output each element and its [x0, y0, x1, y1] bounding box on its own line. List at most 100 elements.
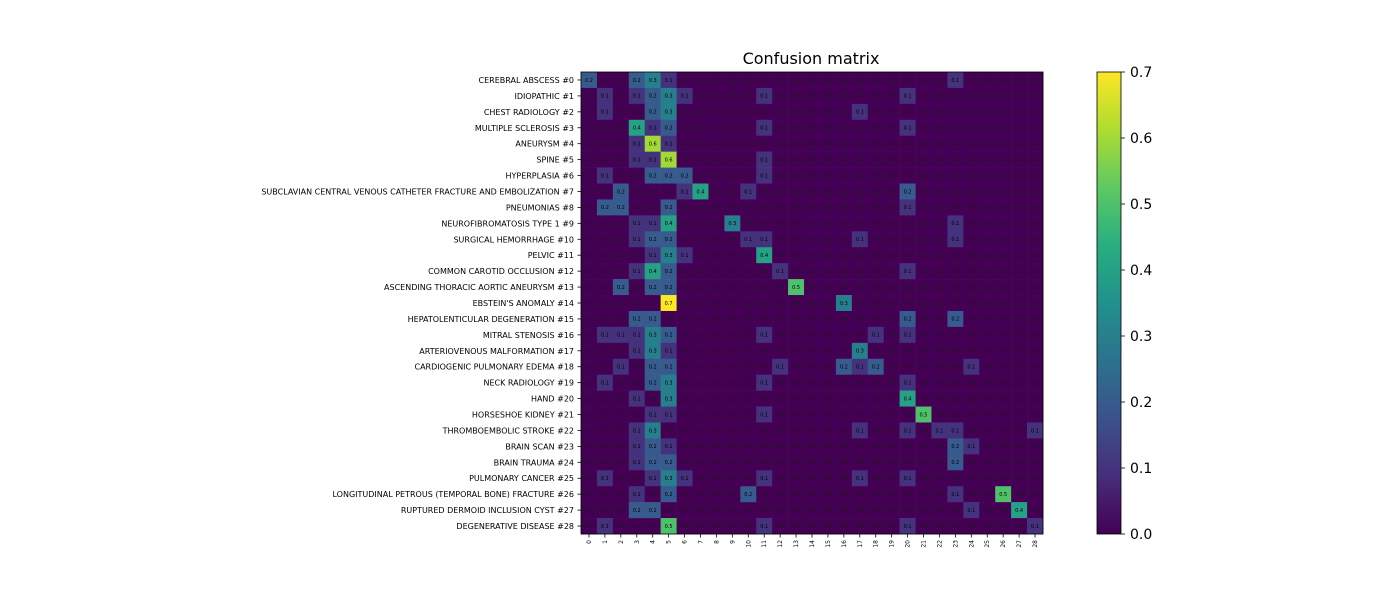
- colorbar: 0.00.10.20.30.40.50.60.7: [1096, 65, 1152, 543]
- heatmap-cell: [772, 72, 789, 89]
- heatmap-cell: [995, 358, 1012, 375]
- cell-value-label: 0.0: [872, 94, 880, 100]
- cell-value-label: 0.1: [665, 444, 673, 450]
- heatmap-cell: [899, 135, 916, 152]
- cell-value-label: 0.0: [999, 396, 1007, 402]
- cell-value-label: 0.0: [1015, 173, 1023, 179]
- heatmap-cell: [1011, 342, 1028, 360]
- heatmap-cell: [883, 87, 900, 105]
- cell-value-label: 0.0: [792, 380, 800, 386]
- heatmap-cell: [963, 310, 980, 328]
- heatmap-cell: [1011, 374, 1028, 391]
- heatmap-cell: [931, 406, 948, 423]
- cell-value-label: 0.2: [665, 173, 673, 179]
- heatmap-cell: [995, 454, 1012, 471]
- cell-value-label: 0.0: [872, 349, 880, 355]
- column-label: 4: [650, 540, 657, 544]
- cell-value-label: 0.2: [649, 460, 657, 466]
- heatmap-cell: [692, 422, 709, 439]
- cell-value-label: 0.0: [808, 157, 816, 163]
- heatmap-cell: [867, 72, 884, 89]
- cell-value-label: 0.0: [808, 237, 816, 243]
- heatmap-cell: [963, 183, 980, 200]
- cell-value-label: 0.0: [633, 173, 641, 179]
- heatmap-cell: [1027, 326, 1044, 344]
- heatmap-cell: [581, 167, 598, 184]
- heatmap-cell: [1011, 390, 1028, 407]
- heatmap-cell: [915, 151, 932, 168]
- heatmap-cell: [995, 279, 1012, 296]
- heatmap-cell: [835, 119, 853, 137]
- cell-value-label: 0.0: [792, 253, 800, 259]
- cell-value-label: 0.0: [935, 460, 943, 466]
- heatmap-cell: [676, 183, 693, 200]
- heatmap-cell: [979, 151, 996, 168]
- cell-value-label: 0.0: [681, 78, 689, 84]
- row-label: HYPERPLASIA #6: [505, 172, 574, 181]
- cell-value-label: 0.0: [728, 396, 736, 402]
- heatmap-cell: [628, 390, 646, 407]
- cell-value-label: 0.0: [872, 221, 880, 227]
- cell-value-label: 0.0: [824, 189, 832, 195]
- heatmap-cell: [835, 326, 853, 344]
- heatmap-cell: [883, 103, 900, 121]
- heatmap-cell: [979, 87, 996, 105]
- heatmap-cell: [883, 518, 900, 535]
- cell-value-label: 0.1: [665, 412, 673, 418]
- heatmap-cell: [772, 342, 789, 360]
- cell-value-label: 0.0: [728, 333, 736, 339]
- heatmap-cell: [596, 247, 614, 264]
- heatmap-cell: [851, 326, 869, 344]
- row-label: IDIOPATHIC #1: [514, 92, 574, 101]
- heatmap-cell: [851, 470, 869, 487]
- heatmap-cell: [804, 199, 821, 216]
- heatmap-cell: [979, 231, 996, 248]
- heatmap-cell: [581, 199, 598, 216]
- cell-value-label: 0.0: [617, 317, 625, 323]
- cell-value-label: 0.0: [697, 253, 705, 259]
- heatmap-cell: [756, 103, 773, 121]
- heatmap-cell: [708, 199, 725, 216]
- cell-value-label: 0.0: [760, 508, 768, 514]
- heatmap-cell: [628, 119, 646, 137]
- cell-value-label: 0.1: [633, 396, 641, 402]
- cell-value-label: 0.0: [920, 126, 928, 132]
- row-label: SPINE #5: [536, 156, 574, 165]
- heatmap-cell: [947, 279, 964, 296]
- cell-value-label: 0.0: [681, 428, 689, 434]
- cell-value-label: 0.0: [856, 317, 864, 323]
- heatmap-cell: [819, 422, 837, 439]
- heatmap-cell: [612, 215, 630, 232]
- heatmap-cell: [756, 87, 773, 105]
- heatmap-cell: [1011, 247, 1028, 264]
- cell-value-label: 0.0: [728, 237, 736, 243]
- heatmap-cell: [835, 103, 853, 121]
- heatmap-cell: [867, 518, 884, 535]
- cell-value-label: 0.1: [951, 492, 959, 498]
- cell-value-label: 0.0: [967, 269, 975, 275]
- heatmap-cell: [740, 231, 757, 248]
- heatmap-cell: [835, 486, 853, 503]
- heatmap-cell: [1027, 422, 1044, 439]
- cell-value-label: 0.0: [760, 189, 768, 195]
- heatmap-cell: [835, 390, 853, 407]
- cell-value-label: 0.0: [601, 508, 609, 514]
- cell-value-label: 0.0: [697, 317, 705, 323]
- cell-value-label: 0.1: [776, 365, 784, 371]
- cell-value-label: 0.0: [744, 110, 752, 116]
- heatmap-cell: [851, 342, 869, 360]
- cell-value-label: 0.1: [681, 253, 689, 259]
- cell-value-label: 0.0: [760, 317, 768, 323]
- heatmap-cell: [995, 231, 1012, 248]
- heatmap-cell: [947, 486, 964, 503]
- heatmap-cell: [851, 119, 869, 137]
- heatmap-cell: [804, 342, 821, 360]
- heatmap-cell: [628, 486, 646, 503]
- cell-value-label: 0.0: [601, 253, 609, 259]
- cell-value-label: 0.2: [665, 269, 673, 275]
- cell-value-label: 0.0: [951, 269, 959, 275]
- heatmap-cell: [628, 342, 646, 360]
- heatmap-cell: [692, 470, 709, 487]
- column-label: 2: [618, 540, 625, 544]
- cell-value-label: 0.1: [601, 333, 609, 339]
